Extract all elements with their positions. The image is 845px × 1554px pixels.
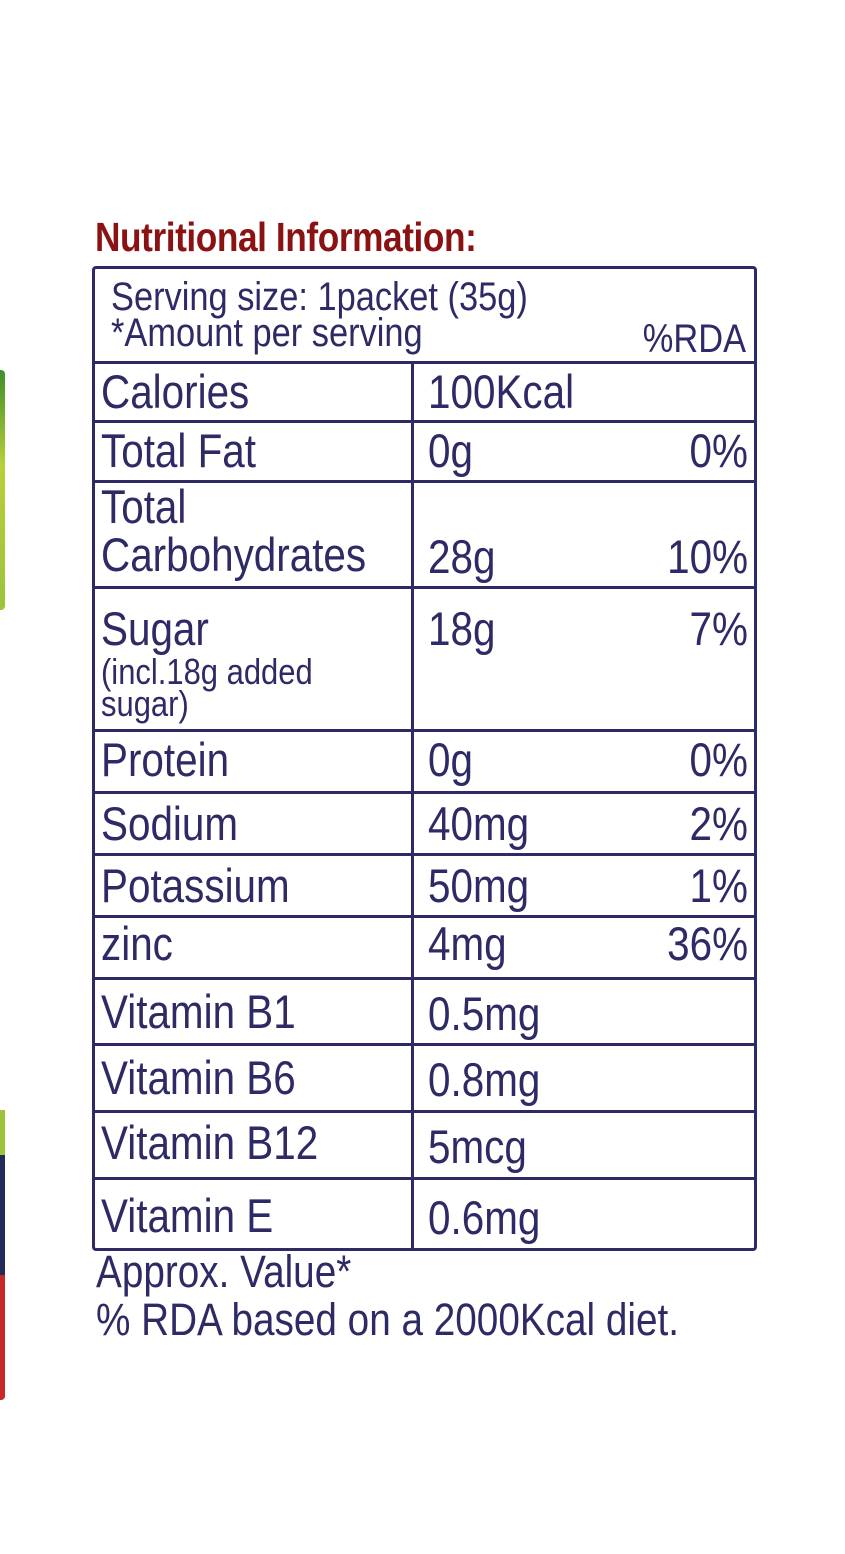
nutrient-label: Vitamin B12 [101,1116,319,1169]
table-row: Protein 0g 0% [95,732,754,794]
table-row: Vitamin E 0.6mg [95,1180,754,1248]
rda-value: 10% [667,530,748,583]
table-row: Potassium 50mg 1% [95,856,754,918]
nutrient-label: Vitamin B1 [101,985,296,1038]
rda-value: 0% [689,733,748,786]
packaging-edge-red [0,1275,5,1400]
sugar-note-line1: (incl.18g added [101,651,313,692]
nutrient-label: Sugar [101,602,209,655]
amount-value: 100Kcal [428,365,575,418]
nutrient-label: Vitamin B6 [101,1051,296,1104]
packaging-edge-navy [0,1155,5,1275]
nutrient-label: Potassium [101,859,290,912]
amount-value: 0g [428,424,473,477]
table-row: Total Carbohydrates 28g 10% [95,483,754,589]
amount-value: 18g [428,602,496,655]
rda-value: 7% [689,602,748,655]
nutrient-label: Total Fat [101,424,257,477]
rda-header: %RDA [642,317,746,361]
amount-value: 28g [428,530,496,583]
table-row: Vitamin B6 0.8mg [95,1046,754,1113]
packaging-edge-lime [0,1110,5,1155]
amount-value: 0.5mg [428,987,541,1040]
rda-value: 1% [689,859,748,912]
nutrient-label: Vitamin E [101,1189,274,1242]
nutrient-label: Protein [101,733,230,786]
rda-value: 0% [689,424,748,477]
table-header: Serving size: 1packet (35g) *Amount per … [95,269,754,364]
table-row: Calories 100Kcal [95,364,754,423]
rda-value: 36% [667,917,748,970]
footer-approx-value: Approx. Value* [96,1246,352,1297]
nutrient-label-line2: Carbohydrates [101,528,367,581]
footer-rda-note: % RDA based on a 2000Kcal diet. [96,1294,680,1345]
amount-value: 0.6mg [428,1191,541,1244]
nutrient-label: zinc [101,917,173,970]
amount-value: 5mcg [428,1120,527,1173]
amount-value: 0.8mg [428,1053,541,1106]
amount-value: 4mg [428,917,507,970]
table-row: Vitamin B1 0.5mg [95,980,754,1046]
table-row: Vitamin B12 5mcg [95,1113,754,1180]
rda-value: 2% [689,797,748,850]
footer-notes: Approx. Value* % RDA based on a 2000Kcal… [96,1248,679,1344]
packaging-edge-green [0,370,5,610]
serving-size: Serving size: 1packet (35g) [111,275,528,319]
nutrition-table: Serving size: 1packet (35g) *Amount per … [92,266,757,1251]
page-title: Nutritional Information: [95,214,477,260]
nutrient-label: Calories [101,365,250,418]
table-row: Sodium 40mg 2% [95,794,754,856]
table-row: Total Fat 0g 0% [95,423,754,483]
table-row: zinc 4mg 36% [95,918,754,980]
nutrient-label-line1: Total [101,480,187,533]
sugar-note-line2: sugar) [101,683,189,724]
amount-value: 0g [428,733,473,786]
table-row: Sugar (incl.18g added sugar) 18g 7% [95,589,754,732]
nutrient-label: Sodium [101,797,239,850]
amount-value: 50mg [428,859,530,912]
amount-per-serving: *Amount per serving [111,311,423,355]
amount-value: 40mg [428,797,530,850]
